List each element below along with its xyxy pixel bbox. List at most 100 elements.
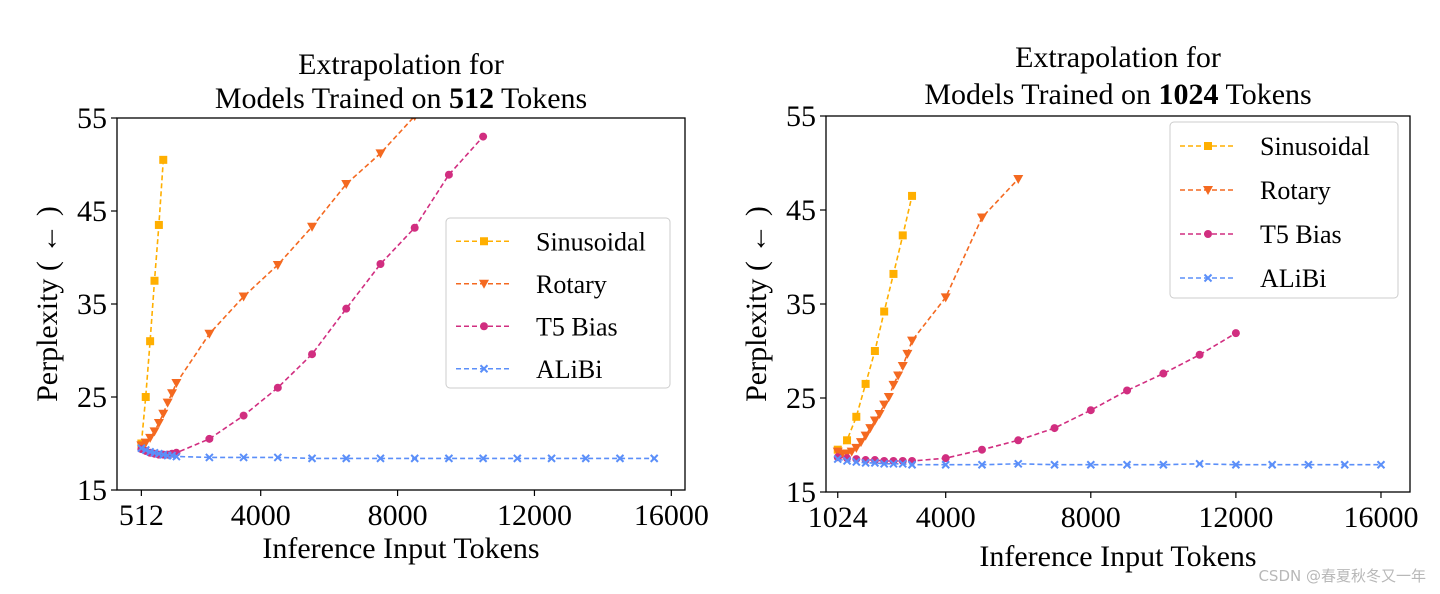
x-axis-label: Inference Input Tokens [979, 540, 1256, 573]
data-point-t5-bias [1014, 436, 1023, 445]
data-point-t5-bias [941, 454, 950, 463]
data-point-t5-bias [1231, 329, 1240, 338]
data-point-rotary [874, 409, 885, 419]
legend-label-t5-bias: T5 Bias [536, 312, 618, 341]
chart-title-line1: Extrapolation for [298, 48, 504, 81]
data-point-t5-bias [239, 411, 248, 420]
legend-marker-t5-bias [480, 322, 488, 331]
data-point-alibi [977, 460, 987, 469]
data-point-alibi [141, 445, 150, 455]
data-point-rotary [1013, 174, 1024, 184]
data-point-sinusoidal [898, 231, 907, 240]
data-point-alibi [342, 454, 351, 463]
title-token-count: 512 [449, 82, 494, 115]
legend-marker-sinusoidal [480, 237, 488, 246]
x-tick-label: 8000 [1061, 501, 1121, 534]
data-point-rotary [171, 379, 182, 389]
data-point-alibi [478, 454, 488, 463]
data-point-alibi [852, 457, 861, 467]
data-point-t5-bias [479, 132, 488, 141]
series-line-alibi [141, 447, 655, 460]
data-point-alibi [1122, 460, 1132, 469]
data-point-alibi [1304, 460, 1313, 469]
data-point-alibi [547, 454, 556, 463]
legend-marker-alibi [1203, 273, 1213, 283]
legend-label-sinusoidal: Sinusoidal [1260, 132, 1370, 161]
data-point-alibi [307, 454, 317, 463]
x-tick-label: 16000 [634, 499, 709, 532]
data-point-rotary [341, 180, 352, 190]
data-point-rotary [893, 371, 904, 381]
data-point-rotary [897, 362, 908, 372]
data-point-alibi [649, 454, 659, 463]
y-tick-label: 55 [786, 100, 816, 133]
legend-label-t5-bias: T5 Bias [1260, 220, 1342, 249]
data-point-sinusoidal [889, 269, 898, 278]
data-point-t5-bias [342, 304, 351, 313]
y-axis-label: Perplexity ( ← ) [31, 206, 64, 402]
data-point-alibi [833, 454, 842, 464]
data-point-sinusoidal [908, 191, 917, 200]
series-line-t5-bias [141, 136, 484, 456]
data-point-rotary [153, 419, 164, 429]
title-text: Models Trained on [924, 78, 1158, 111]
data-point-alibi [615, 454, 625, 463]
data-point-rotary [162, 398, 173, 408]
data-point-alibi [889, 459, 898, 469]
data-point-sinusoidal [843, 436, 852, 445]
data-point-rotary [976, 213, 987, 223]
x-tick-label: 4000 [231, 499, 291, 532]
y-tick-label: 45 [77, 195, 107, 228]
data-point-rotary [149, 427, 160, 437]
series-line-rotary [837, 178, 1019, 455]
data-point-sinusoidal [852, 412, 861, 421]
data-point-rotary [907, 336, 918, 346]
title-token-count: 1024 [1159, 78, 1219, 111]
title-text: Tokens [1219, 78, 1312, 111]
data-point-sinusoidal [146, 337, 155, 346]
y-axis-label: Perplexity ( ← ) [740, 206, 773, 402]
data-point-alibi [861, 458, 870, 468]
data-point-alibi [1050, 460, 1059, 469]
data-point-t5-bias [308, 350, 317, 359]
series-line-alibi [837, 458, 1381, 466]
y-tick-label: 25 [77, 381, 107, 414]
data-point-rotary [412, 118, 417, 122]
data-point-t5-bias [1123, 386, 1132, 395]
series-line-sinusoidal [140, 159, 165, 444]
data-point-rotary [851, 443, 862, 453]
data-point-alibi [1086, 460, 1096, 469]
title-text: Models Trained on [215, 82, 449, 115]
data-point-alibi [581, 454, 590, 463]
legend: Sinusoidal Rotary T5 Bias ALiBi [445, 217, 671, 389]
legend-marker-rotary [1203, 186, 1213, 195]
data-point-sinusoidal [159, 155, 168, 164]
y-tick-label: 35 [77, 288, 107, 321]
data-point-alibi [1340, 460, 1349, 469]
legend-marker-rotary [479, 279, 489, 289]
y-tick-label: 15 [786, 476, 816, 509]
y-tick-label: 15 [77, 474, 107, 507]
data-point-t5-bias [1050, 424, 1059, 433]
series-line-rotary [140, 118, 415, 447]
data-point-alibi [870, 458, 880, 468]
series-line-t5-bias [837, 332, 1237, 462]
data-point-alibi [444, 454, 454, 463]
data-point-alibi [879, 459, 889, 469]
x-axis-label: Inference Input Tokens [262, 532, 539, 565]
x-tick-label: 512 [119, 499, 164, 532]
data-point-rotary [883, 393, 894, 403]
plot-area [136, 118, 659, 463]
data-point-alibi [205, 453, 214, 462]
chart-title-line2: Models Trained on 512 Tokens [215, 82, 587, 115]
data-point-alibi [842, 456, 852, 466]
data-point-sinusoidal [141, 393, 150, 401]
plot-area [832, 174, 1386, 469]
data-point-alibi [137, 443, 146, 453]
data-point-rotary [869, 416, 880, 426]
data-point-rotary [272, 260, 283, 270]
data-point-sinusoidal [870, 347, 879, 355]
data-point-rotary [307, 222, 318, 232]
